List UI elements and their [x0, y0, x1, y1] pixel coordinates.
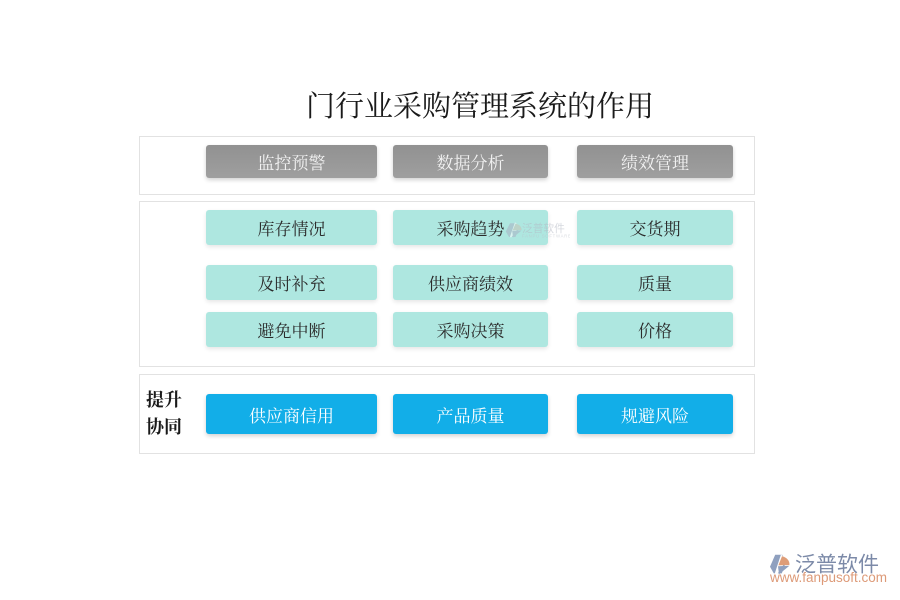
svg-text:FANPU SOFTWARE: FANPU SOFTWARE	[522, 233, 570, 238]
svg-text:www.fanpusoft.com: www.fanpusoft.com	[769, 570, 887, 585]
